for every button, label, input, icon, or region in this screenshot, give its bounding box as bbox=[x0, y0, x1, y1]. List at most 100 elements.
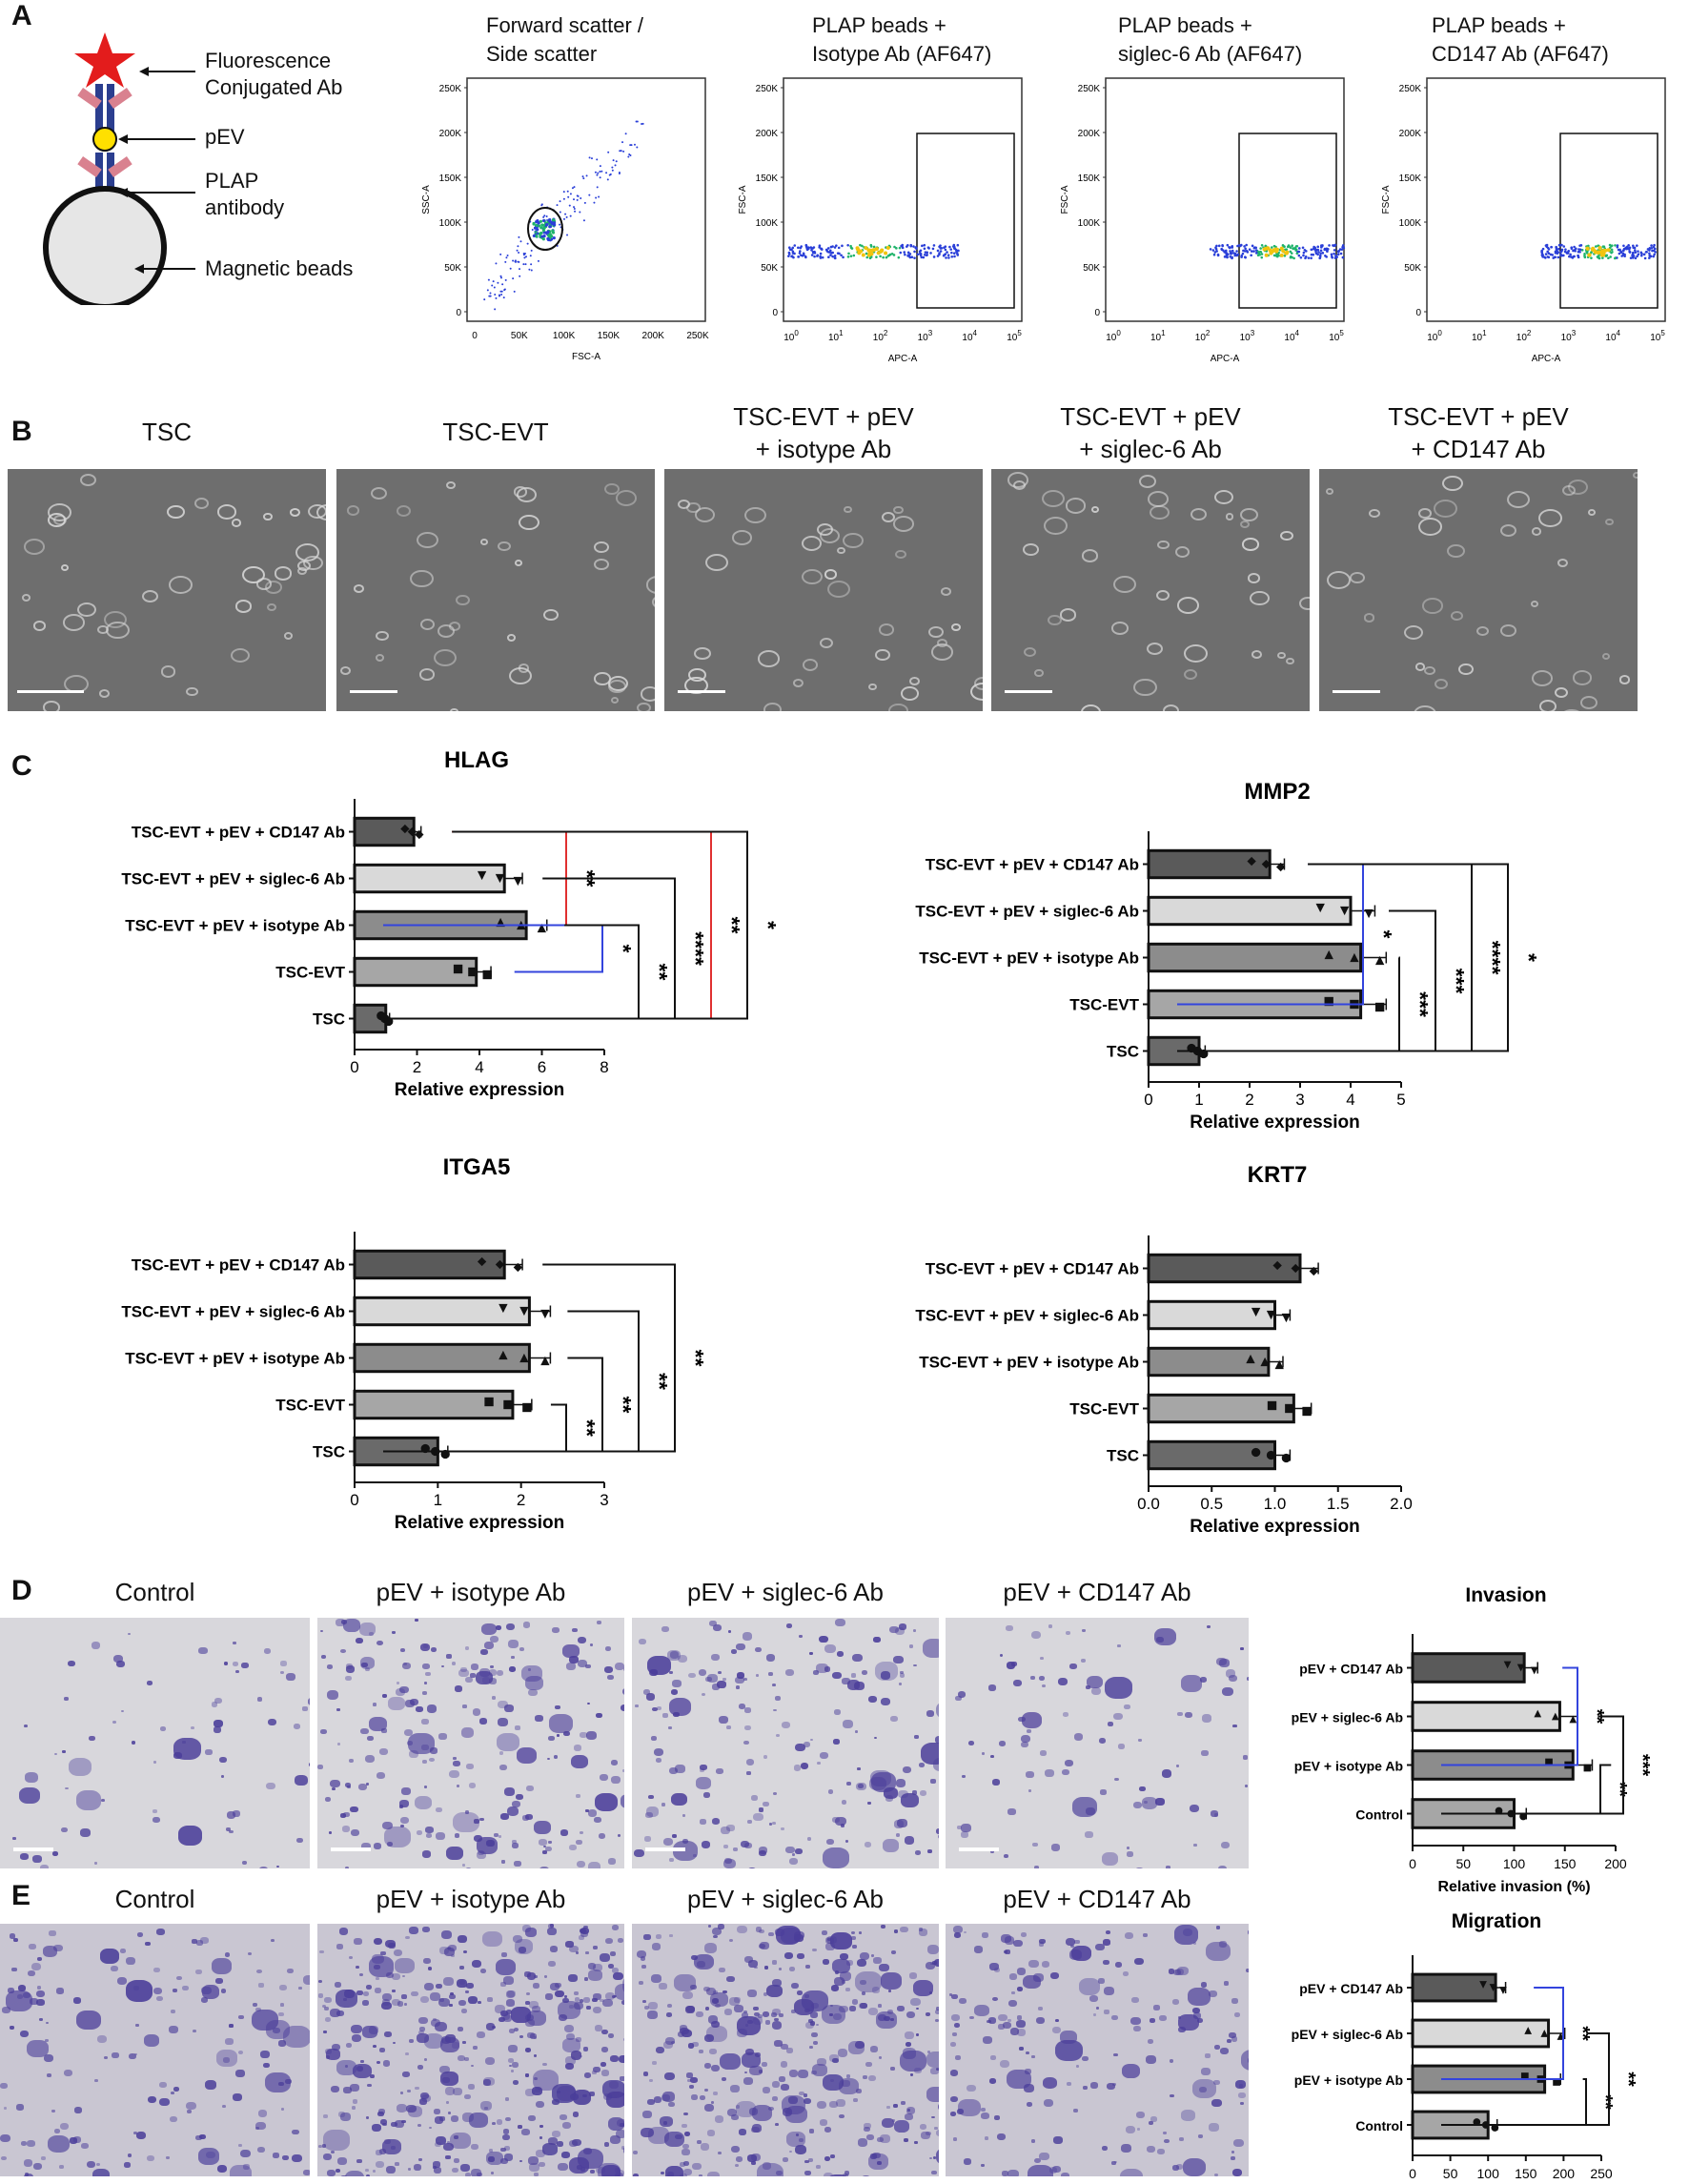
stain-spot bbox=[28, 1970, 36, 1977]
stain-spot bbox=[1143, 1933, 1149, 1938]
facs-event-dot bbox=[1341, 244, 1345, 247]
facs-event-dot bbox=[1258, 253, 1262, 256]
chart-title: HLAG bbox=[444, 747, 509, 773]
stain-spot bbox=[469, 1782, 477, 1788]
chart-x-tick: 2 bbox=[517, 1491, 525, 1509]
stain-spot bbox=[791, 1853, 795, 1856]
stain-spot bbox=[483, 1641, 494, 1649]
stain-spot bbox=[651, 2060, 657, 2065]
stain-spot bbox=[730, 1648, 737, 1654]
stain-spot bbox=[453, 1756, 457, 1760]
stain-spot bbox=[256, 1697, 263, 1702]
stain-spot bbox=[519, 2159, 523, 2163]
stain-spot bbox=[363, 1990, 370, 1997]
stain-spot bbox=[331, 1786, 336, 1791]
chart-x-tick: 50 bbox=[1455, 1856, 1471, 1871]
stain-spot bbox=[758, 1849, 767, 1857]
stain-spot bbox=[701, 1841, 711, 1848]
stain-spot bbox=[895, 1833, 901, 1837]
stain-spot bbox=[1041, 1960, 1050, 1968]
stain-spot bbox=[415, 2087, 419, 2091]
stain-spot bbox=[641, 1999, 647, 2004]
stain-spot bbox=[435, 1831, 445, 1840]
stain-spot bbox=[862, 2175, 871, 2176]
facs-x-tick-exp: 1 bbox=[839, 329, 844, 337]
stain-spot bbox=[1150, 2116, 1158, 2122]
chart-x-tick: 1 bbox=[1194, 1091, 1203, 1109]
facs-event-dot bbox=[879, 255, 882, 258]
stain-spot bbox=[416, 1705, 423, 1712]
significance-label: ** bbox=[647, 1373, 672, 1390]
stain-spot bbox=[23, 2174, 34, 2176]
stain-spot bbox=[1231, 2156, 1235, 2160]
stain-spot bbox=[1171, 1999, 1180, 2006]
stain-spot bbox=[200, 1996, 209, 2003]
stain-spot bbox=[1147, 2145, 1156, 2153]
stain-spot bbox=[936, 2147, 939, 2165]
stain-spot bbox=[585, 1664, 591, 1669]
stain-spot bbox=[374, 1965, 380, 1970]
stain-spot bbox=[1039, 1656, 1044, 1660]
stain-spot bbox=[954, 2055, 961, 2060]
stain-spot bbox=[318, 2145, 323, 2149]
stain-spot bbox=[454, 1833, 460, 1838]
stain-spot bbox=[582, 1996, 590, 2003]
stain-spot bbox=[330, 2150, 335, 2153]
stain-spot bbox=[1016, 1968, 1027, 1975]
facs-event-dot bbox=[486, 289, 489, 292]
facs-event-dot bbox=[872, 245, 876, 249]
stain-spot bbox=[708, 1620, 717, 1626]
stain-spot bbox=[703, 2088, 709, 2092]
stain-spot bbox=[512, 1800, 521, 1807]
stain-spot bbox=[153, 1987, 162, 1995]
stain-spot bbox=[711, 2020, 721, 2029]
stain-spot bbox=[48, 2134, 71, 2153]
facs-event-dot bbox=[1231, 255, 1233, 259]
stain-spot bbox=[788, 1966, 796, 1971]
stain-spot bbox=[621, 1769, 624, 1772]
stain-spot bbox=[461, 1863, 466, 1867]
stain-spot bbox=[1059, 2031, 1077, 2045]
stain-spot bbox=[323, 2006, 329, 2011]
stain-spot bbox=[1220, 1841, 1231, 1849]
stain-spot bbox=[900, 1926, 908, 1933]
stain-spot bbox=[320, 1728, 327, 1735]
stain-spot bbox=[641, 1965, 646, 1970]
stain-spot bbox=[714, 2115, 724, 2123]
facs-event-dot bbox=[599, 176, 601, 179]
stain-spot bbox=[171, 2091, 175, 2094]
stain-spot bbox=[992, 1996, 999, 2002]
stain-spot bbox=[218, 1756, 227, 1764]
stain-spot bbox=[753, 2006, 759, 2011]
stain-spot bbox=[518, 2125, 522, 2129]
micrograph-caption: Control bbox=[114, 1578, 195, 1606]
data-point bbox=[513, 876, 523, 887]
stain-spot bbox=[435, 2141, 442, 2148]
facs-y-tick: 250K bbox=[439, 84, 462, 94]
stain-spot bbox=[525, 2000, 530, 2005]
chart-category-label: pEV + isotype Ab bbox=[1294, 1759, 1403, 1774]
facs-event-dot bbox=[920, 255, 924, 259]
stain-spot bbox=[771, 2012, 777, 2017]
stain-spot bbox=[225, 2038, 234, 2046]
facs-gate bbox=[1559, 133, 1658, 309]
stain-spot bbox=[392, 2041, 397, 2045]
stain-spot bbox=[709, 2048, 717, 2054]
facs-event-dot bbox=[614, 164, 617, 167]
facs-event-dot bbox=[566, 234, 569, 236]
stain-spot bbox=[914, 1849, 921, 1855]
stain-spot bbox=[617, 1834, 621, 1837]
stain-spot bbox=[899, 1683, 903, 1685]
facs-event-dot bbox=[947, 256, 950, 259]
stain-spot bbox=[854, 1970, 882, 1993]
stain-spot bbox=[719, 2052, 741, 2071]
stain-spot bbox=[913, 1664, 917, 1667]
micrograph-image bbox=[0, 1924, 310, 2176]
stain-spot bbox=[422, 1926, 430, 1932]
stain-spot bbox=[266, 1782, 275, 1790]
stain-spot bbox=[1018, 1716, 1026, 1723]
facs-event-dot bbox=[936, 249, 940, 253]
stain-spot bbox=[373, 1703, 377, 1706]
stain-spot bbox=[338, 1928, 349, 1935]
facs-event-dot bbox=[908, 253, 912, 255]
